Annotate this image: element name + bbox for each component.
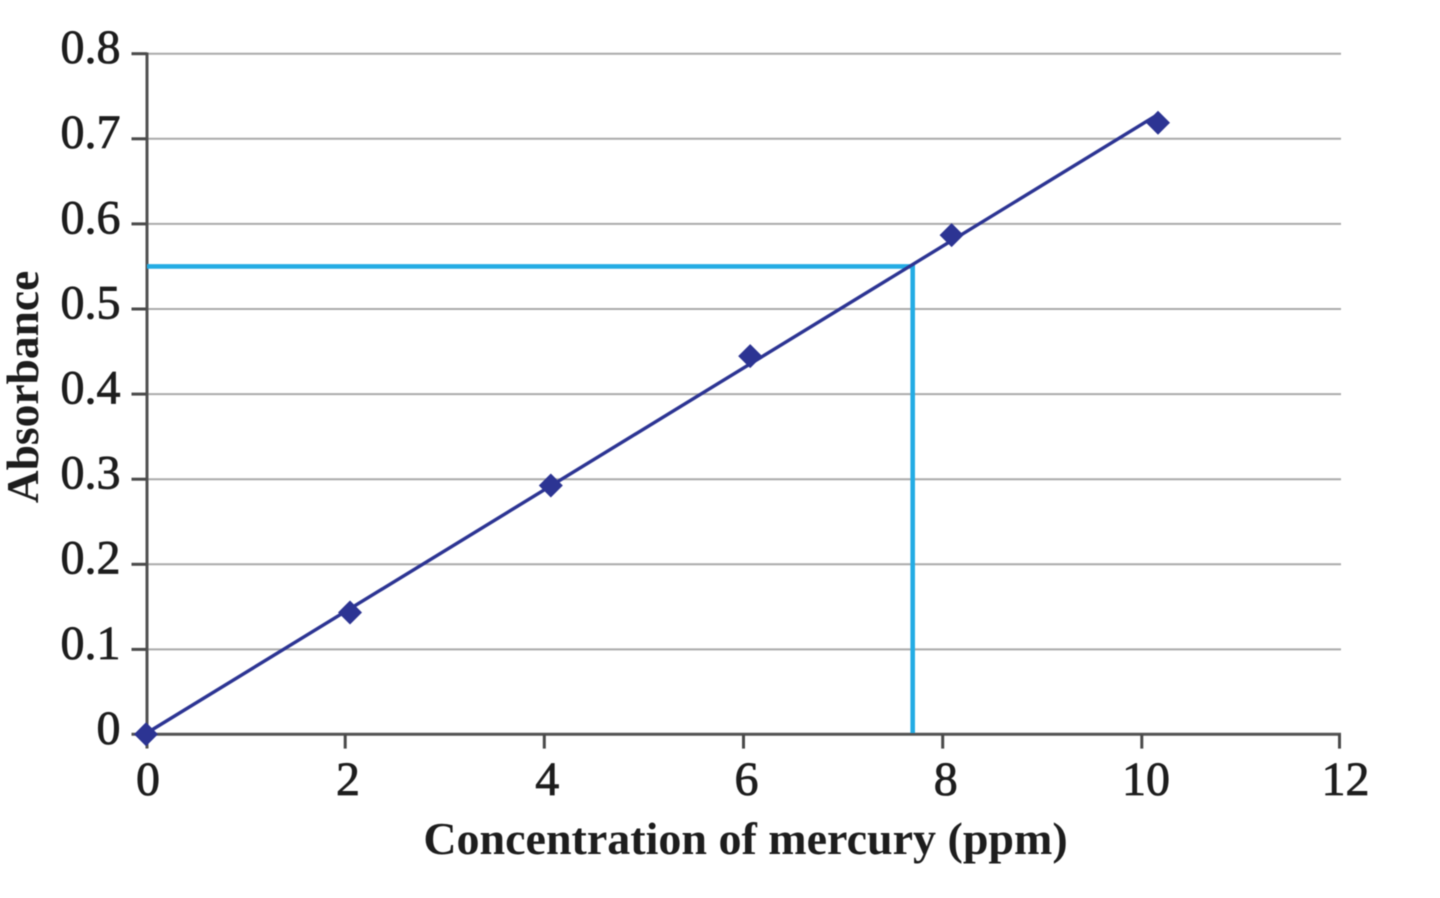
svg-text:0.8: 0.8 bbox=[61, 21, 121, 74]
svg-text:0: 0 bbox=[97, 702, 121, 755]
svg-text:6: 6 bbox=[735, 753, 759, 806]
svg-text:12: 12 bbox=[1322, 753, 1370, 806]
svg-text:0.7: 0.7 bbox=[61, 106, 121, 159]
svg-text:0.2: 0.2 bbox=[61, 532, 121, 585]
svg-text:Concentration of mercury (ppm): Concentration of mercury (ppm) bbox=[423, 813, 1067, 864]
svg-text:0.6: 0.6 bbox=[61, 191, 121, 244]
svg-text:2: 2 bbox=[336, 753, 360, 806]
svg-text:10: 10 bbox=[1122, 753, 1170, 806]
svg-text:0.1: 0.1 bbox=[61, 617, 121, 670]
svg-text:0.3: 0.3 bbox=[61, 447, 121, 500]
svg-text:0.5: 0.5 bbox=[61, 276, 121, 329]
svg-text:8: 8 bbox=[934, 753, 958, 806]
svg-text:Absorbance: Absorbance bbox=[0, 271, 48, 504]
svg-text:4: 4 bbox=[535, 753, 559, 806]
svg-text:0.4: 0.4 bbox=[61, 362, 121, 415]
svg-text:0: 0 bbox=[136, 753, 160, 806]
